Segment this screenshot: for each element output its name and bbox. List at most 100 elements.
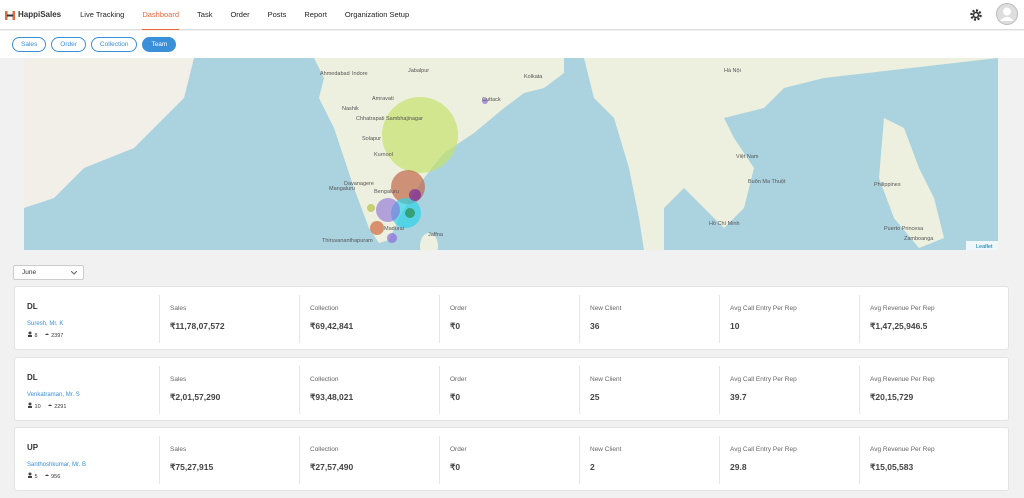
manager[interactable]: Suresh, Mr. K	[27, 321, 64, 327]
metric: Sales ₹11,78,07,572	[159, 295, 299, 343]
map-label: Jabalpur	[408, 68, 429, 74]
metric: Avg Call Entry Per Rep 29.8	[719, 436, 859, 484]
region: DL	[27, 302, 38, 311]
nav-item[interactable]: Report	[304, 9, 327, 19]
team-info: DL Venkatraman, Mr. S 10 2291	[27, 366, 157, 414]
nav-item[interactable]: Task	[197, 9, 213, 19]
metric-value: ₹27,57,490	[310, 462, 354, 472]
metric-label: Sales	[170, 305, 187, 312]
metric: Order ₹0	[439, 436, 579, 484]
tab[interactable]: Sales	[12, 37, 47, 52]
brand: HappiSales	[4, 9, 61, 21]
metric-label: Avg Call Entry Per Rep	[730, 305, 797, 312]
metric-value: ₹2,01,57,290	[170, 391, 221, 402]
manager[interactable]: Santhoshkumar, Mr. B	[27, 462, 87, 468]
map-label: Indore	[352, 71, 368, 77]
metric: Sales ₹2,01,57,290	[159, 365, 299, 414]
map-label: Hà Nội	[724, 68, 741, 74]
metric-label: Sales	[170, 446, 187, 453]
map-label: Chhatrapati Sambhajinagar	[356, 116, 423, 122]
tab[interactable]: Team	[142, 37, 177, 52]
nav-item[interactable]: Order	[230, 9, 250, 19]
visit-count: 2291	[54, 403, 67, 410]
counts: 5 956	[27, 472, 157, 480]
month-value: June	[22, 269, 37, 276]
visit-icon	[44, 333, 49, 335]
map-label: Kolkata	[524, 74, 543, 80]
map-label: Buôn Ma Thuột	[748, 179, 786, 185]
month-select[interactable]: June	[13, 265, 84, 280]
metric: Avg Revenue Per Rep ₹1,47,25,946.5	[859, 295, 999, 343]
map[interactable]: Ahmedabad Indore Jabalpur Nashik Amravati Chh…	[24, 58, 998, 250]
team-card: DL Venkatraman, Mr. S 10 2291 Sales ₹2,01,5…	[14, 356, 1009, 421]
map-label: Cuttack	[482, 97, 501, 103]
map-label: Bengaluru	[374, 189, 399, 195]
map-label: Amravati	[372, 96, 394, 102]
metric: New Client 25	[579, 365, 719, 414]
visit-icon	[44, 474, 49, 476]
metric-label: Order	[450, 305, 467, 312]
map-label: Thiruvananthapuram	[322, 238, 373, 244]
chevron	[71, 271, 77, 275]
region: UP	[27, 443, 39, 452]
map-label: Ahmedabad	[320, 71, 350, 77]
metric-value: 25	[590, 391, 600, 402]
metric: Avg Revenue Per Rep ₹15,05,583	[859, 436, 999, 484]
team-card: DL Suresh, Mr. K 8 2397 Sales ₹11,78,07,572…	[14, 286, 1009, 350]
map-label: Solapur	[362, 136, 381, 142]
metric-value: 2	[590, 462, 595, 472]
metric-label: Avg Revenue Per Rep	[870, 446, 935, 453]
metric-label: Collection	[310, 375, 339, 383]
metric-value: ₹69,42,841	[310, 321, 354, 331]
metric-value: ₹0	[450, 321, 461, 331]
metric: New Client 2	[579, 436, 719, 484]
team-info: UP Santhoshkumar, Mr. B 5 956	[27, 436, 157, 484]
metric-label: New Client	[590, 375, 622, 383]
nav-item[interactable]: Live Tracking	[80, 9, 125, 19]
map-attribution[interactable]: Leaflet	[976, 244, 993, 250]
map-label: Zamboanga	[904, 236, 934, 242]
member-count: 5	[34, 474, 38, 480]
nav-item[interactable]: Posts	[267, 9, 287, 19]
map-label: Kurnool	[374, 152, 393, 158]
logo	[5, 10, 15, 20]
metric-label: Collection	[310, 446, 339, 453]
metric: New Client 36	[579, 295, 719, 343]
metric: Collection ₹27,57,490	[299, 436, 439, 484]
metric-value: ₹20,15,729	[870, 391, 914, 402]
metric-label: Order	[450, 375, 467, 383]
nav-bar: HappiSales Live Tracking Dashboard Task Ord…	[0, 0, 1024, 30]
metric: Avg Call Entry Per Rep 10	[719, 295, 859, 343]
map-label: Madurai	[384, 226, 404, 232]
map-label: Nashik	[342, 106, 359, 112]
nav-items: Live Tracking Dashboard Task Order Posts Repo…	[71, 0, 418, 30]
map-label: Davanagere	[344, 181, 374, 187]
tab[interactable]: Collection	[90, 37, 138, 52]
metric-label: Avg Call Entry Per Rep	[730, 446, 797, 453]
nav-item[interactable]: Dashboard	[142, 0, 180, 30]
metric-label: Avg Revenue Per Rep	[870, 305, 935, 312]
nav-item[interactable]: Organization Setup	[344, 9, 410, 19]
metric-value: ₹11,78,07,572	[170, 321, 225, 331]
metric-value: 36	[590, 321, 600, 331]
tab[interactable]: Order	[51, 37, 86, 52]
manager[interactable]: Venkatraman, Mr. S	[27, 391, 80, 398]
settings-icon[interactable]	[969, 8, 983, 22]
member-count: 8	[34, 333, 38, 339]
map-label: Philippines	[874, 182, 901, 188]
metric-value: 10	[730, 321, 740, 331]
map-label: Jaffna	[428, 232, 444, 238]
metric-label: Avg Revenue Per Rep	[870, 375, 935, 383]
visit-icon	[47, 404, 52, 406]
counts: 8 2397	[27, 331, 157, 339]
metric: Avg Call Entry Per Rep 39.7	[719, 365, 859, 414]
metric-label: Avg Call Entry Per Rep	[730, 375, 797, 383]
region: DL	[27, 372, 38, 382]
tab-row: Sales Order Collection Team	[0, 31, 1024, 58]
avatar[interactable]	[996, 3, 1018, 25]
metric: Avg Revenue Per Rep ₹20,15,729	[859, 365, 999, 414]
member-count: 10	[34, 403, 41, 410]
map-label: Việt Nam	[736, 154, 759, 160]
metric-value: ₹0	[450, 391, 461, 402]
map-label: Puerto Princesa	[884, 226, 924, 232]
